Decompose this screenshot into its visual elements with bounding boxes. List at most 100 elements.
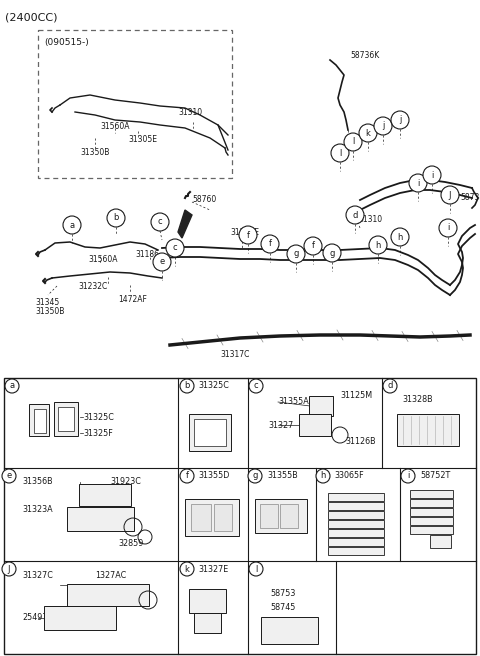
Circle shape [423,166,441,184]
Circle shape [374,117,392,135]
FancyBboxPatch shape [189,414,231,451]
Circle shape [359,124,377,142]
Text: 31232C: 31232C [78,282,107,291]
FancyBboxPatch shape [327,529,384,537]
Text: e: e [6,472,12,480]
Text: a: a [70,220,74,230]
Circle shape [441,186,459,204]
Text: 31345: 31345 [35,298,59,307]
Circle shape [180,379,194,393]
Text: 31355D: 31355D [198,472,229,480]
Text: 58753: 58753 [270,588,295,598]
Circle shape [391,228,409,246]
FancyBboxPatch shape [29,404,49,436]
FancyBboxPatch shape [397,414,459,446]
Circle shape [346,206,364,224]
Text: h: h [397,232,403,241]
Text: 58745: 58745 [270,602,295,611]
Text: g: g [329,249,335,258]
Text: k: k [366,129,371,138]
Text: 31356B: 31356B [22,478,53,487]
Text: f: f [268,239,272,249]
Text: 31310: 31310 [358,216,382,224]
FancyBboxPatch shape [327,501,384,510]
FancyBboxPatch shape [409,489,453,497]
Text: 31325F: 31325F [83,428,113,438]
Text: l: l [339,148,341,157]
Text: 1327AC: 1327AC [95,571,126,581]
FancyBboxPatch shape [67,507,134,531]
FancyBboxPatch shape [409,508,453,516]
Text: l: l [352,138,354,146]
FancyBboxPatch shape [191,504,211,531]
FancyBboxPatch shape [409,499,453,506]
FancyBboxPatch shape [327,537,384,546]
Bar [38,30,232,178]
FancyBboxPatch shape [430,535,451,548]
Text: 31350B: 31350B [80,148,109,157]
Text: k: k [185,565,190,573]
Text: 25497: 25497 [22,613,48,621]
Bar [4,378,476,654]
Circle shape [439,219,457,237]
FancyBboxPatch shape [214,504,232,531]
Text: 31355B: 31355B [267,472,298,480]
FancyBboxPatch shape [67,584,149,606]
FancyBboxPatch shape [185,499,239,536]
Circle shape [180,469,194,483]
Text: c: c [158,218,162,226]
Text: g: g [293,249,299,258]
Text: c: c [254,382,258,390]
Circle shape [2,562,16,576]
Text: 31328B: 31328B [402,396,432,405]
Circle shape [316,469,330,483]
Text: h: h [320,472,326,480]
FancyBboxPatch shape [34,409,46,433]
Text: g: g [252,472,258,480]
Text: 31355A: 31355A [278,398,309,407]
Circle shape [151,213,169,231]
Circle shape [166,239,184,257]
Text: 31125M: 31125M [340,390,372,400]
FancyBboxPatch shape [58,407,74,431]
Text: l: l [255,565,257,573]
Text: c: c [173,243,177,253]
Text: J: J [449,190,451,199]
FancyBboxPatch shape [409,525,453,533]
Circle shape [248,469,262,483]
FancyBboxPatch shape [255,499,307,533]
FancyBboxPatch shape [309,396,333,416]
Text: f: f [312,241,314,251]
Text: i: i [417,178,419,188]
FancyBboxPatch shape [261,617,318,644]
Text: 31310: 31310 [178,108,202,117]
FancyBboxPatch shape [260,504,278,528]
Circle shape [344,133,362,151]
Text: 58752T: 58752T [420,472,450,480]
Text: 31327E: 31327E [198,565,228,573]
Circle shape [5,379,19,393]
Circle shape [249,379,263,393]
Circle shape [107,209,125,227]
Text: 31327C: 31327C [22,571,53,581]
Text: i: i [447,224,449,232]
Circle shape [261,235,279,253]
Text: 31327: 31327 [268,420,293,430]
FancyBboxPatch shape [299,414,331,436]
Text: 58736K: 58736K [350,51,379,60]
Text: (090515-): (090515-) [44,38,89,47]
Circle shape [63,216,81,234]
FancyBboxPatch shape [280,504,298,528]
Circle shape [323,244,341,262]
Text: 31923C: 31923C [110,478,141,487]
Text: 31325C: 31325C [83,413,114,422]
Text: 31305E: 31305E [230,228,259,237]
Text: d: d [352,211,358,220]
FancyBboxPatch shape [44,606,116,630]
Text: 31560A: 31560A [100,122,130,131]
Text: b: b [113,213,119,222]
Text: b: b [184,382,190,390]
Text: d: d [387,382,393,390]
Circle shape [239,226,257,244]
Circle shape [2,469,16,483]
